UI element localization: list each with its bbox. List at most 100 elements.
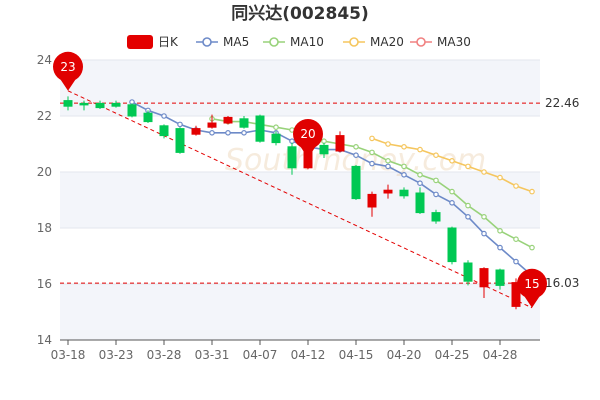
ma10-point: [369, 149, 375, 156]
x-tick-label: 04-25: [435, 348, 470, 362]
candle-down: [63, 100, 73, 107]
legend-label: 日K: [158, 35, 179, 49]
ma5-point: [481, 230, 487, 237]
candle-up: [335, 135, 345, 152]
ma5-point: [353, 152, 359, 159]
ma20-point: [385, 141, 391, 147]
y-tick-label: 22: [37, 109, 52, 123]
candle-down: [415, 192, 425, 214]
ma10-point: [497, 228, 503, 234]
x-tick-label: 03-23: [99, 348, 134, 362]
ma10-point: [417, 172, 423, 178]
pin-marker: [53, 51, 83, 82]
ma5-point: [385, 163, 391, 170]
chart-title: 同兴达(002845): [231, 3, 369, 24]
ma5-point: [465, 214, 471, 220]
legend-swatch-dot: [202, 37, 212, 47]
candle-down: [495, 269, 505, 286]
pin-marker-label: 20: [300, 127, 315, 141]
legend-swatch-kline: [127, 35, 153, 49]
y-tick-label: 16: [37, 277, 52, 291]
ma5-point: [225, 130, 231, 136]
candle-down: [127, 104, 137, 117]
ma5-point: [433, 191, 439, 198]
pin-marker-label: 15: [524, 277, 539, 291]
ma5-point: [161, 113, 167, 119]
ma5-point: [369, 160, 375, 167]
ma10-point: [465, 202, 471, 209]
x-tick-label: 03-31: [195, 348, 230, 362]
ma10-point: [449, 188, 455, 195]
trend-line: [67, 90, 533, 309]
ma20-point: [449, 158, 455, 164]
legend-swatch-dot: [349, 37, 359, 47]
ma5-point: [417, 180, 423, 187]
ma5-point: [177, 121, 183, 128]
ma20-point: [497, 174, 503, 181]
grid-band: [60, 284, 540, 340]
ma10-point: [513, 236, 519, 243]
y-tick-label: 18: [37, 221, 52, 235]
pin-marker: [293, 119, 323, 149]
candle-down: [447, 227, 457, 263]
reference-line-label: 22.46: [545, 96, 579, 110]
legend-label: MA20: [370, 35, 404, 49]
legend-swatch-dot: [269, 37, 279, 47]
y-tick-label: 24: [37, 53, 52, 67]
candle-up: [223, 116, 233, 124]
ma10-point: [273, 124, 279, 131]
reference-line-label: 16.03: [545, 276, 579, 290]
ma20-point: [513, 183, 519, 189]
pin-marker-tail: [60, 78, 76, 91]
candle-down: [271, 133, 281, 144]
candle-down: [175, 128, 185, 153]
candle-up: [479, 268, 489, 288]
x-tick-label: 04-07: [243, 348, 278, 362]
legend-label: MA30: [437, 35, 471, 49]
pin-marker-label: 23: [60, 60, 75, 74]
candle-down: [239, 118, 249, 128]
ma5-point: [497, 244, 503, 251]
ma20-point: [417, 146, 423, 153]
ma5-point: [401, 172, 407, 178]
x-tick-label: 04-15: [339, 348, 374, 362]
ma5-point: [449, 200, 455, 206]
grid-band: [60, 172, 540, 228]
candle-down: [159, 125, 169, 137]
ma20-point: [465, 163, 471, 170]
x-tick-label: 03-18: [51, 348, 86, 362]
pin-marker-tail: [300, 146, 316, 158]
y-tick-label: 20: [37, 165, 52, 179]
candle-down: [463, 262, 473, 282]
x-tick-label: 03-28: [147, 348, 182, 362]
candle-down: [319, 144, 329, 155]
ma5-point: [513, 258, 519, 265]
candle-down: [399, 189, 409, 197]
ma5-point: [209, 130, 215, 136]
candle-down: [111, 102, 121, 107]
legend-label: MA10: [290, 35, 324, 49]
ma10-point: [481, 214, 487, 220]
ma10-point: [385, 158, 391, 164]
legend-swatch-dot: [416, 37, 426, 47]
candle-up: [383, 189, 393, 194]
ma10-point: [529, 244, 535, 251]
ma10-point: [433, 177, 439, 184]
ma10-point: [353, 144, 359, 150]
pin-marker: [517, 268, 547, 299]
legend-label: MA5: [223, 35, 249, 49]
x-tick-label: 04-12: [291, 348, 326, 362]
ma20-point: [433, 152, 439, 159]
candle-down: [287, 146, 297, 169]
candle-down: [95, 102, 105, 109]
x-tick-label: 04-20: [387, 348, 422, 362]
candle-down: [431, 212, 441, 222]
ma20-point: [529, 188, 535, 195]
candle-down: [351, 165, 361, 200]
candle-up: [511, 282, 521, 307]
ma20-point: [401, 144, 407, 150]
candle-down: [255, 115, 265, 142]
ma5-point: [241, 130, 247, 136]
candle-down: [143, 112, 153, 123]
